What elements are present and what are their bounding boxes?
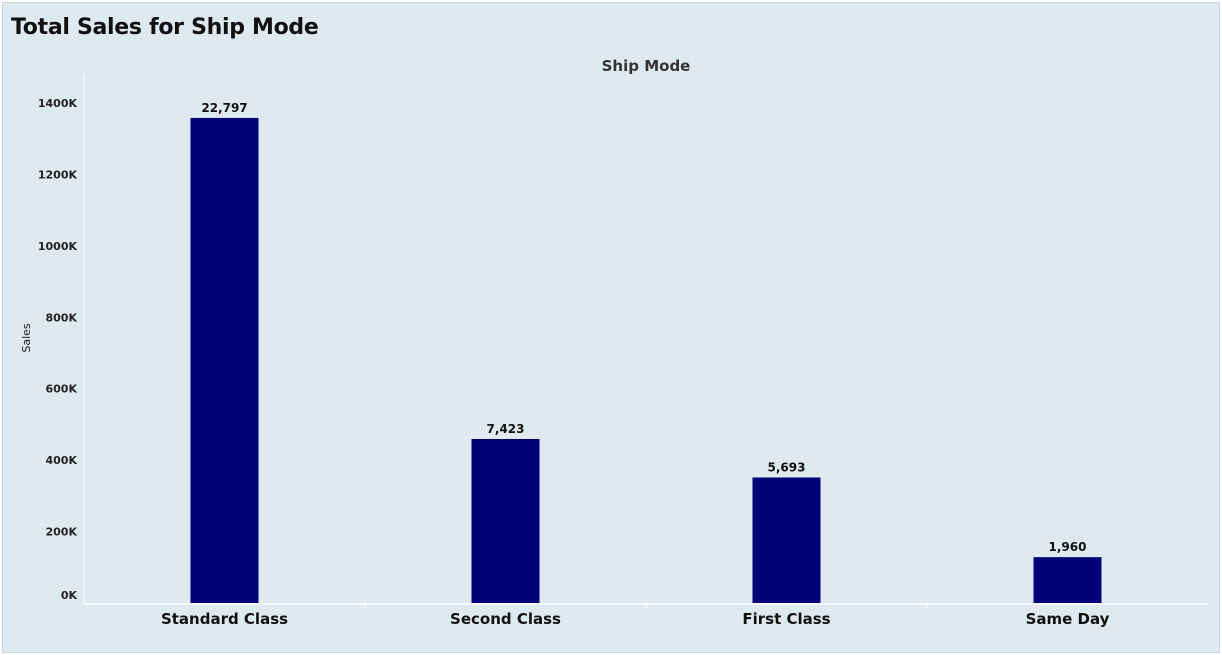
chart-title: Total Sales for Ship Mode [11,15,319,40]
y-tick-label: 200K [46,526,78,539]
data-label: 22,797 [201,101,247,115]
y-tick-label: 0K [61,589,78,602]
y-tick-label: 1400K [38,97,78,110]
y-axis-label: Sales [20,323,33,353]
data-label: 5,693 [768,460,806,474]
bar[interactable] [1033,557,1102,603]
y-axis-ticks: 0K 200K 400K 600K 800K 1000K 1200K 1400K [38,97,78,602]
y-tick-label: 1000K [38,240,78,253]
y-tick-label: 1200K [38,168,78,181]
x-axis-labels: Standard Class Second Class First Class Sam… [161,610,1110,628]
bars-group: 22,797 7,423 5,693 1,960 [190,101,1102,604]
data-label: 7,423 [487,422,525,436]
y-tick-label: 800K [46,311,78,324]
column-header: Ship Mode [602,57,691,75]
x-tick-label: Second Class [450,610,561,628]
x-tick-label: Same Day [1026,610,1110,628]
x-tick-label: First Class [742,610,830,628]
y-tick-label: 600K [46,383,78,396]
y-tick-label: 400K [46,454,78,467]
data-label: 1,960 [1049,540,1087,554]
bar[interactable] [471,439,540,603]
bar[interactable] [752,477,821,603]
x-tick-label: Standard Class [161,610,288,628]
bar[interactable] [190,117,259,604]
